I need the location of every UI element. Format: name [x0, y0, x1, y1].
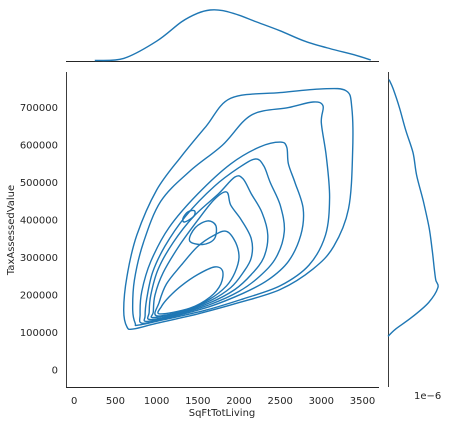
top-marginal-kde-curve [94, 9, 372, 62]
kde-contour-level-7 [154, 230, 240, 317]
kde-contour-level-9 [188, 220, 218, 246]
kde-contour-level-1 [123, 87, 354, 331]
kde-contour-level-4 [143, 158, 286, 323]
right-marginal-kde-curve [387, 79, 439, 337]
y-tick-label: 200000 [20, 291, 58, 302]
x-tick-label: 500 [106, 396, 125, 407]
kde-contour-level-8 [157, 266, 224, 315]
y-tick-label: 100000 [20, 328, 58, 339]
top-marginal-plot [66, 9, 379, 62]
y-tick-label: 0 [52, 366, 58, 377]
x-tick-label: 3500 [350, 396, 375, 407]
x-tick-label: 3000 [309, 396, 334, 407]
kde-contour-level-10 [182, 209, 196, 223]
kde-contour-level-6 [150, 191, 254, 319]
kde-contours [123, 87, 354, 331]
y-tick-labels: 0 100000 200000 300000 400000 500000 600000 700… [20, 103, 58, 377]
x-tick-label: 2000 [226, 396, 251, 407]
x-tick-label: 2500 [267, 396, 292, 407]
y-tick-label: 300000 [20, 253, 58, 264]
kde-contour-level-2 [131, 101, 331, 327]
y-tick-label: 700000 [20, 103, 58, 114]
y-tick-label: 600000 [20, 141, 58, 152]
y-axis-label: TaxAssessedValue [6, 185, 17, 276]
x-axis-label: SqFtTotLiving [189, 408, 256, 419]
x-tick-labels: 0 500 1000 1500 2000 2500 3000 3500 [71, 396, 375, 407]
x-tick-label: 0 [71, 396, 77, 407]
y-tick-label: 500000 [20, 178, 58, 189]
density-offset-text: 1e−6 [414, 391, 441, 402]
right-marginal-plot: 1e−6 [387, 72, 441, 402]
joint-plot-area: 0 500 1000 1500 2000 2500 3000 3500 0 100000 2000… [6, 72, 379, 419]
kde-contour-level-5 [146, 175, 269, 321]
y-tick-label: 400000 [20, 216, 58, 227]
x-tick-label: 1500 [185, 396, 210, 407]
kde-contour-level-3 [138, 141, 305, 325]
x-tick-label: 1000 [144, 396, 169, 407]
